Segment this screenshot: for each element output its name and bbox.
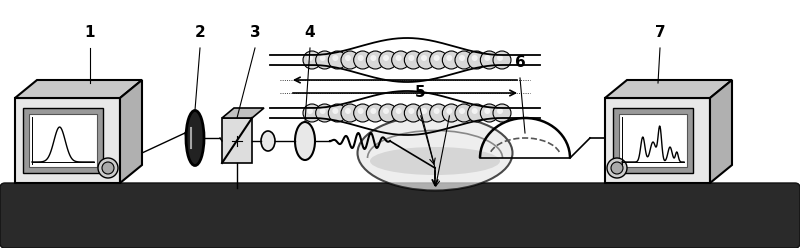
Circle shape bbox=[102, 162, 114, 174]
Circle shape bbox=[358, 55, 364, 61]
Circle shape bbox=[468, 51, 486, 69]
Circle shape bbox=[354, 51, 372, 69]
Polygon shape bbox=[605, 80, 732, 98]
Circle shape bbox=[611, 162, 623, 174]
Circle shape bbox=[383, 108, 389, 114]
Circle shape bbox=[366, 104, 384, 122]
Circle shape bbox=[408, 108, 414, 114]
Circle shape bbox=[455, 51, 473, 69]
Circle shape bbox=[455, 104, 473, 122]
FancyBboxPatch shape bbox=[0, 183, 800, 248]
Ellipse shape bbox=[186, 111, 204, 165]
Circle shape bbox=[404, 51, 422, 69]
FancyBboxPatch shape bbox=[619, 114, 687, 167]
Circle shape bbox=[484, 108, 490, 114]
FancyBboxPatch shape bbox=[29, 114, 97, 167]
Circle shape bbox=[98, 158, 118, 178]
Circle shape bbox=[417, 104, 435, 122]
Ellipse shape bbox=[261, 131, 275, 151]
Circle shape bbox=[341, 104, 359, 122]
Circle shape bbox=[332, 55, 338, 61]
Polygon shape bbox=[120, 80, 142, 183]
Circle shape bbox=[320, 108, 326, 114]
Circle shape bbox=[484, 55, 490, 61]
Circle shape bbox=[430, 51, 448, 69]
Circle shape bbox=[430, 104, 448, 122]
Circle shape bbox=[421, 55, 427, 61]
Circle shape bbox=[472, 108, 478, 114]
Polygon shape bbox=[15, 80, 142, 98]
Circle shape bbox=[303, 51, 321, 69]
Circle shape bbox=[459, 55, 465, 61]
Circle shape bbox=[446, 55, 452, 61]
Circle shape bbox=[316, 104, 334, 122]
Circle shape bbox=[358, 108, 364, 114]
Circle shape bbox=[307, 55, 313, 61]
FancyBboxPatch shape bbox=[23, 108, 103, 173]
Circle shape bbox=[497, 108, 503, 114]
Circle shape bbox=[493, 51, 511, 69]
Circle shape bbox=[341, 51, 359, 69]
FancyBboxPatch shape bbox=[15, 98, 120, 183]
Text: 4: 4 bbox=[305, 25, 315, 40]
Circle shape bbox=[332, 108, 338, 114]
Circle shape bbox=[442, 51, 460, 69]
Circle shape bbox=[434, 55, 440, 61]
Polygon shape bbox=[710, 80, 732, 183]
Circle shape bbox=[370, 55, 376, 61]
Ellipse shape bbox=[295, 122, 315, 160]
Text: 5: 5 bbox=[414, 85, 426, 100]
Ellipse shape bbox=[358, 116, 513, 190]
Circle shape bbox=[396, 108, 402, 114]
Circle shape bbox=[392, 104, 410, 122]
Circle shape bbox=[392, 51, 410, 69]
Circle shape bbox=[328, 51, 346, 69]
FancyBboxPatch shape bbox=[605, 98, 710, 183]
Ellipse shape bbox=[370, 147, 500, 175]
Circle shape bbox=[379, 51, 397, 69]
Circle shape bbox=[307, 108, 313, 114]
Text: 6: 6 bbox=[514, 55, 526, 70]
Circle shape bbox=[480, 51, 498, 69]
Circle shape bbox=[497, 55, 503, 61]
FancyBboxPatch shape bbox=[222, 118, 252, 163]
Circle shape bbox=[328, 104, 346, 122]
Text: 3: 3 bbox=[250, 25, 260, 40]
Circle shape bbox=[421, 108, 427, 114]
Polygon shape bbox=[222, 108, 264, 118]
Circle shape bbox=[303, 104, 321, 122]
Circle shape bbox=[434, 108, 440, 114]
Text: 7: 7 bbox=[654, 25, 666, 40]
Circle shape bbox=[459, 108, 465, 114]
Circle shape bbox=[408, 55, 414, 61]
Circle shape bbox=[446, 108, 452, 114]
Circle shape bbox=[316, 51, 334, 69]
FancyBboxPatch shape bbox=[613, 108, 693, 173]
Circle shape bbox=[354, 104, 372, 122]
Circle shape bbox=[417, 51, 435, 69]
Text: 1: 1 bbox=[85, 25, 95, 40]
Text: 2: 2 bbox=[194, 25, 206, 40]
Circle shape bbox=[472, 55, 478, 61]
Circle shape bbox=[493, 104, 511, 122]
Circle shape bbox=[607, 158, 627, 178]
Circle shape bbox=[468, 104, 486, 122]
Circle shape bbox=[480, 104, 498, 122]
Circle shape bbox=[345, 108, 351, 114]
Circle shape bbox=[366, 51, 384, 69]
Circle shape bbox=[345, 55, 351, 61]
Circle shape bbox=[404, 104, 422, 122]
Circle shape bbox=[396, 55, 402, 61]
Circle shape bbox=[442, 104, 460, 122]
Circle shape bbox=[379, 104, 397, 122]
Circle shape bbox=[320, 55, 326, 61]
Circle shape bbox=[383, 55, 389, 61]
Circle shape bbox=[370, 108, 376, 114]
